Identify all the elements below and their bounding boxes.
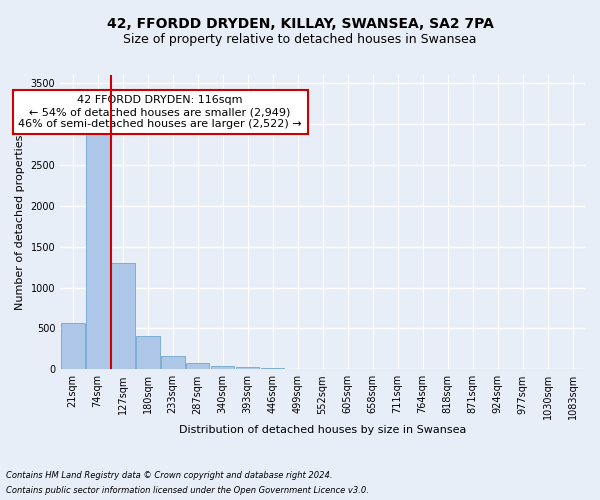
X-axis label: Distribution of detached houses by size in Swansea: Distribution of detached houses by size … <box>179 425 466 435</box>
Bar <box>161 356 185 370</box>
Text: 42 FFORDD DRYDEN: 116sqm
← 54% of detached houses are smaller (2,949)
46% of sem: 42 FFORDD DRYDEN: 116sqm ← 54% of detach… <box>19 96 302 128</box>
Text: Contains public sector information licensed under the Open Government Licence v3: Contains public sector information licen… <box>6 486 369 495</box>
Y-axis label: Number of detached properties: Number of detached properties <box>15 134 25 310</box>
Bar <box>236 367 259 370</box>
Bar <box>136 336 160 370</box>
Bar <box>261 368 284 370</box>
Bar <box>61 322 85 370</box>
Bar <box>211 366 235 370</box>
Bar <box>111 263 134 370</box>
Bar <box>86 130 110 370</box>
Bar <box>186 363 209 370</box>
Text: Size of property relative to detached houses in Swansea: Size of property relative to detached ho… <box>123 32 477 46</box>
Text: 42, FFORDD DRYDEN, KILLAY, SWANSEA, SA2 7PA: 42, FFORDD DRYDEN, KILLAY, SWANSEA, SA2 … <box>107 18 493 32</box>
Text: Contains HM Land Registry data © Crown copyright and database right 2024.: Contains HM Land Registry data © Crown c… <box>6 471 332 480</box>
